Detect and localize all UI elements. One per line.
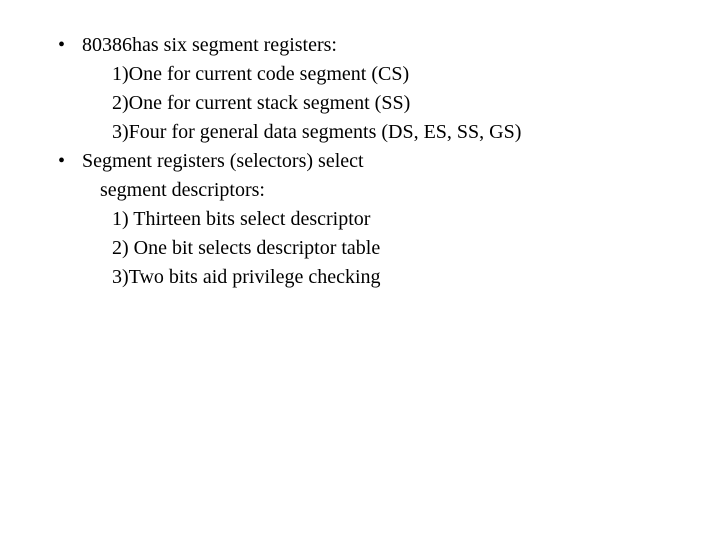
bullet-continuation: segment descriptors: — [56, 177, 680, 204]
bullet-item: • 80386has six segment registers: — [56, 32, 680, 59]
sub-item: 2)One for current stack segment (SS) — [56, 90, 680, 117]
sub-item: 3)Four for general data segments (DS, ES… — [56, 119, 680, 146]
sub-item: 1)One for current code segment (CS) — [56, 61, 680, 88]
sub-item: 1) Thirteen bits select descriptor — [56, 206, 680, 233]
sub-item: 3)Two bits aid privilege checking — [56, 264, 680, 291]
sub-item: 2) One bit selects descriptor table — [56, 235, 680, 262]
bullet-marker: • — [56, 148, 82, 175]
bullet-text: 80386has six segment registers: — [82, 32, 680, 59]
bullet-marker: • — [56, 32, 82, 59]
bullet-text: Segment registers (selectors) select — [82, 148, 680, 175]
bullet-item: • Segment registers (selectors) select — [56, 148, 680, 175]
slide-content: • 80386has six segment registers: 1)One … — [0, 0, 720, 291]
